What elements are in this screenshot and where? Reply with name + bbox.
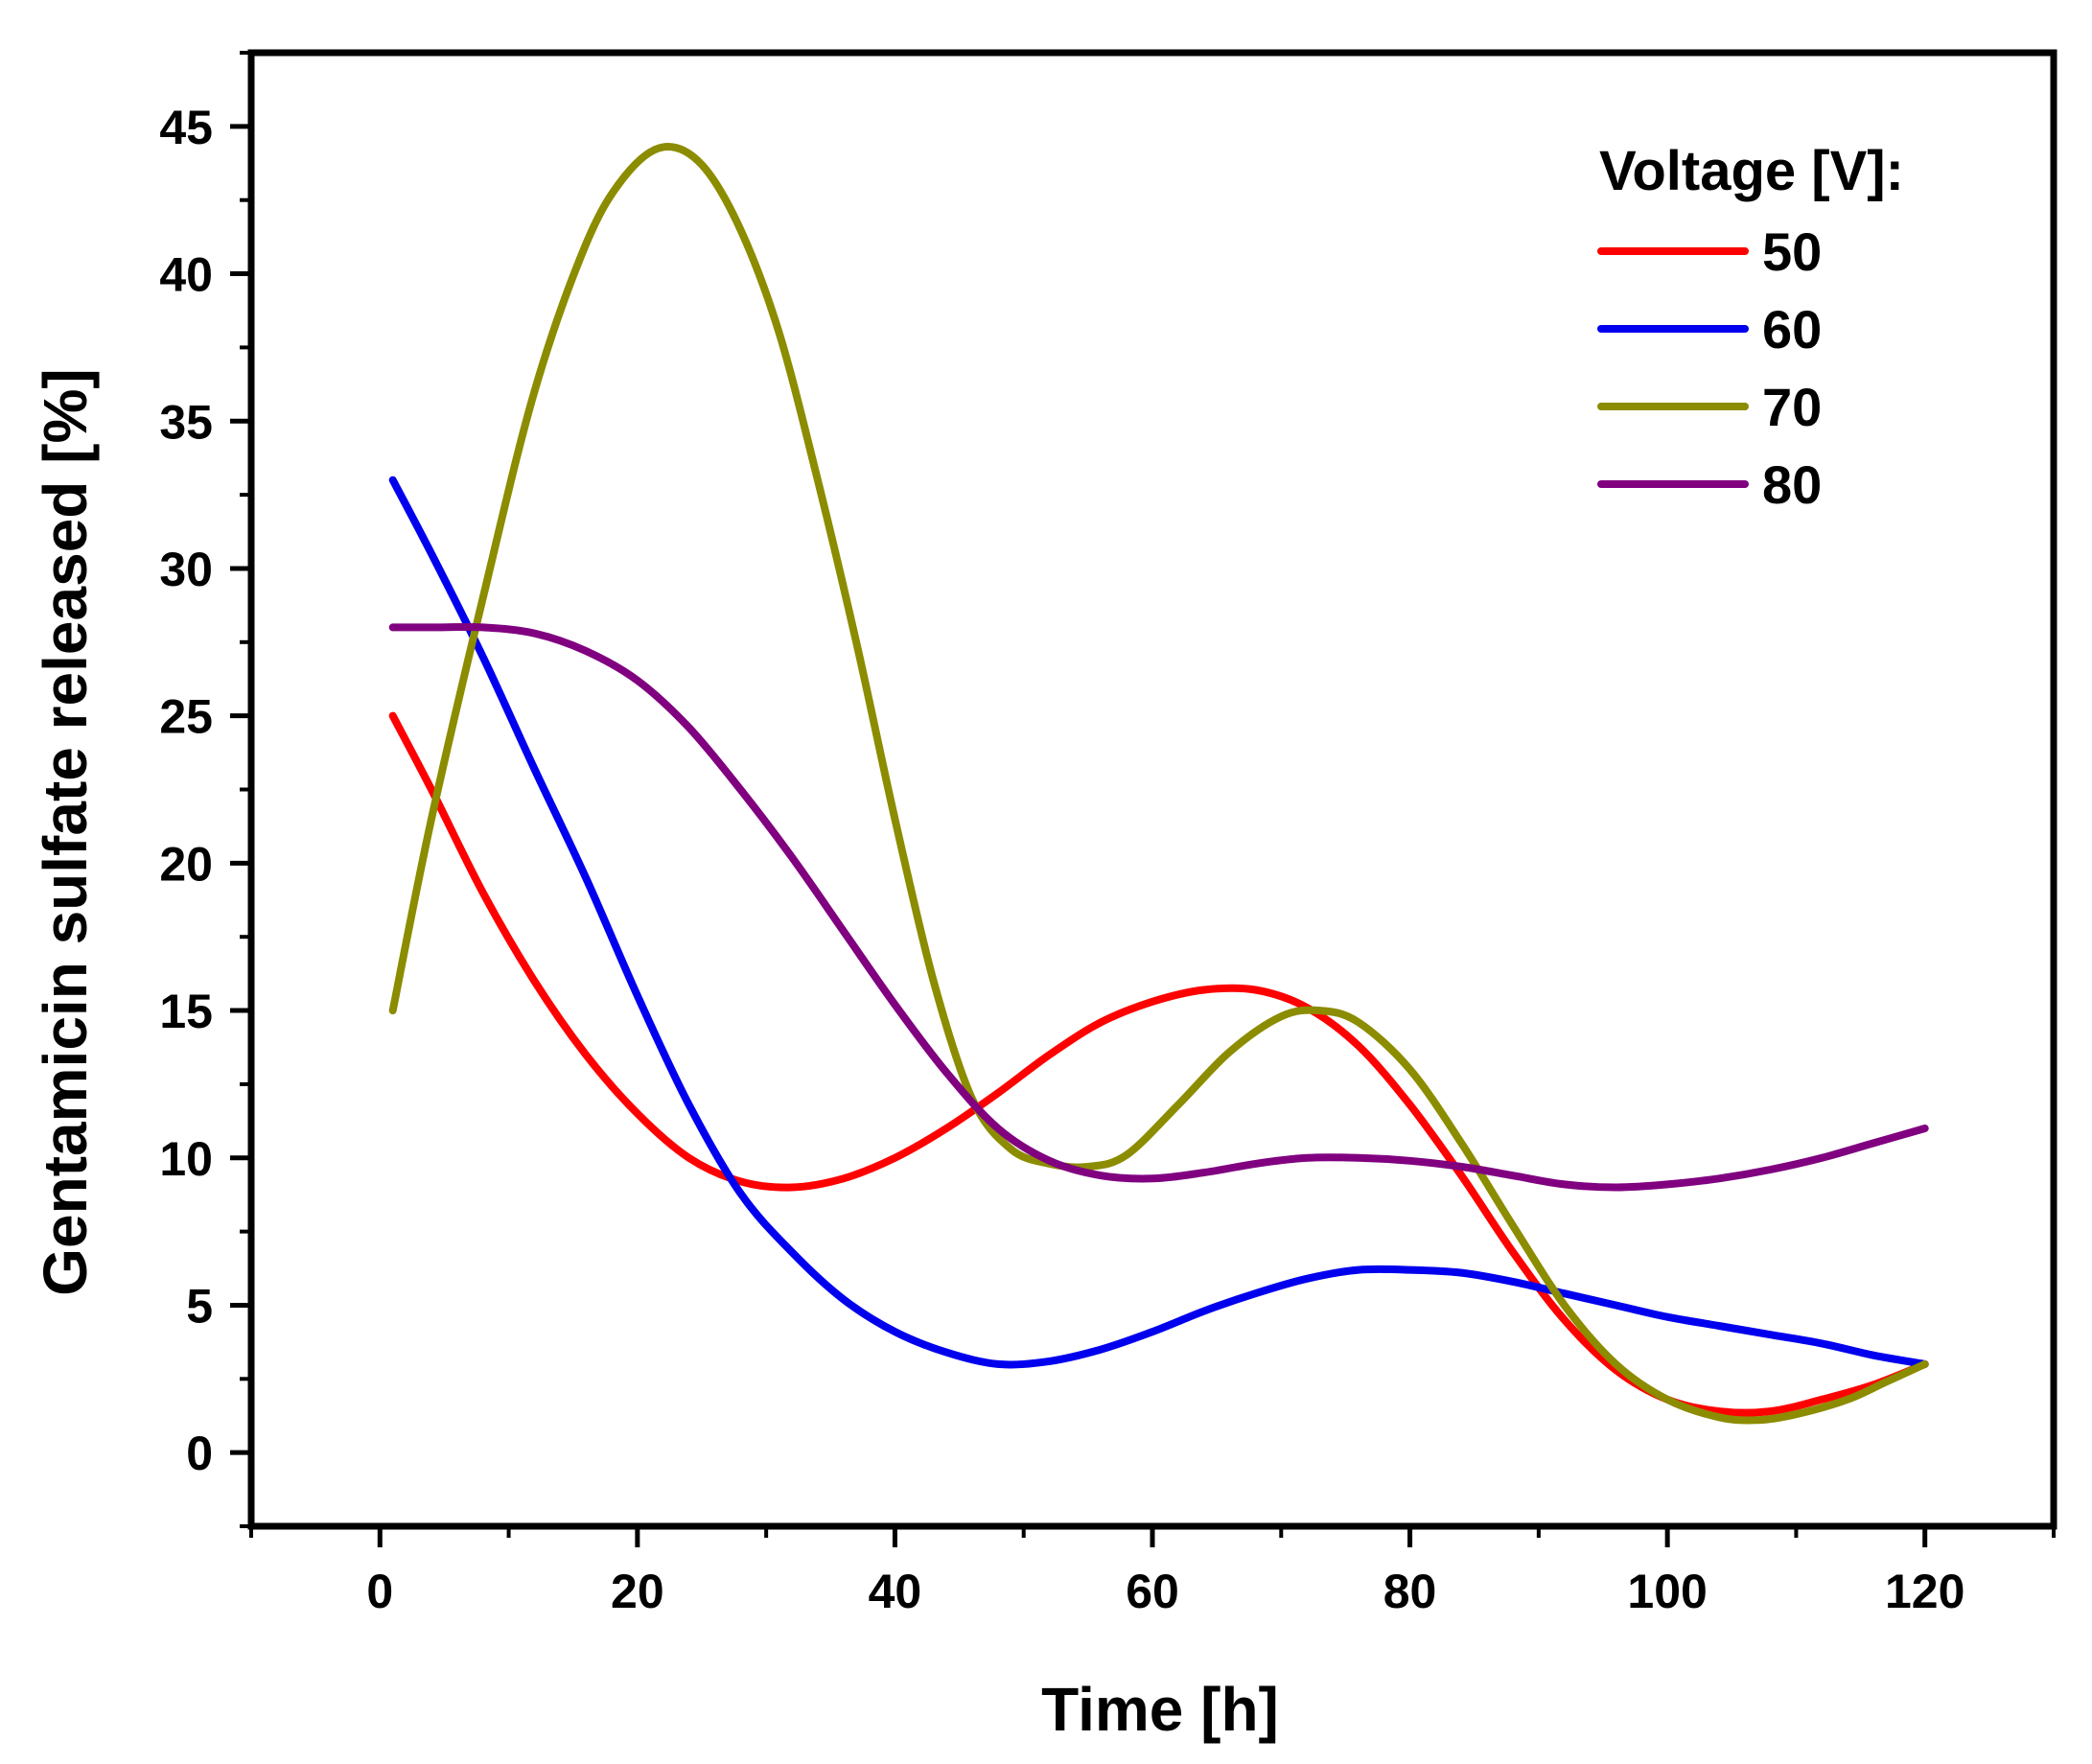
y-tick-label-15: 15 bbox=[159, 985, 213, 1038]
x-tick-label-20: 20 bbox=[611, 1565, 664, 1618]
y-tick-label-5: 5 bbox=[186, 1279, 213, 1333]
x-tick-label-0: 0 bbox=[366, 1565, 393, 1618]
y-tick-label-40: 40 bbox=[159, 248, 213, 302]
legend-label-60: 60 bbox=[1762, 299, 1822, 360]
y-tick-label-45: 45 bbox=[159, 101, 213, 154]
y-tick-label-25: 25 bbox=[159, 690, 213, 744]
y-tick-label-20: 20 bbox=[159, 837, 213, 891]
legend-label-70: 70 bbox=[1762, 377, 1822, 437]
x-tick-label-40: 40 bbox=[869, 1565, 922, 1618]
series-lines bbox=[388, 143, 1929, 1425]
y-tick-label-0: 0 bbox=[186, 1427, 213, 1480]
legend: Voltage [V]: 50 60 70 80 bbox=[1597, 140, 1904, 515]
y-axis-title: Gentamicin sulfate released [%] bbox=[31, 368, 100, 1295]
series-line-70v bbox=[388, 143, 1929, 1425]
series-line-80v bbox=[388, 622, 1929, 1192]
y-tick-label-30: 30 bbox=[159, 543, 213, 596]
legend-label-80: 80 bbox=[1762, 454, 1822, 515]
x-tick-label-80: 80 bbox=[1383, 1565, 1437, 1618]
x-tick-label-60: 60 bbox=[1126, 1565, 1179, 1618]
y-tick-label-10: 10 bbox=[159, 1132, 213, 1186]
series-line-60v bbox=[388, 476, 1929, 1369]
x-tick-label-120: 120 bbox=[1885, 1565, 1964, 1618]
legend-label-50: 50 bbox=[1762, 221, 1822, 282]
axis-ticks: 0 20 40 60 80 100 120 0 5 10 15 20 25 30 35 40 45 bbox=[159, 51, 2056, 1618]
legend-title: Voltage [V]: bbox=[1599, 140, 1904, 202]
x-tick-label-100: 100 bbox=[1627, 1565, 1707, 1618]
x-axis-title: Time [h] bbox=[1041, 1675, 1279, 1744]
y-tick-label-35: 35 bbox=[159, 395, 213, 449]
series-line-50v bbox=[388, 711, 1929, 1417]
